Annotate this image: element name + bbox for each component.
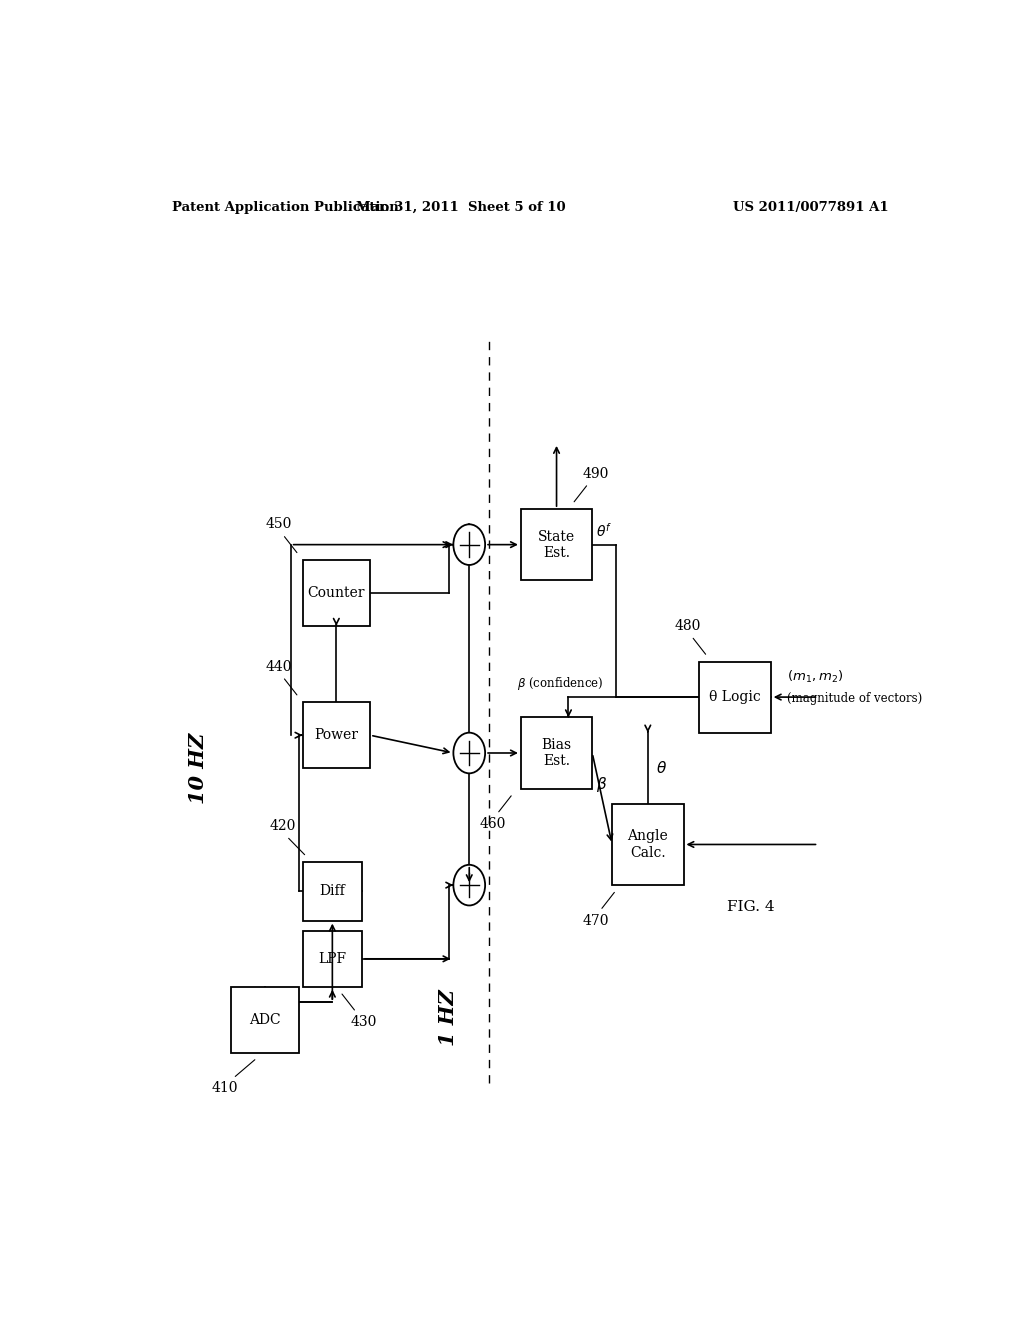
Bar xyxy=(612,804,684,886)
Text: 490: 490 xyxy=(583,466,609,480)
Bar xyxy=(303,560,370,626)
Text: Bias
Est.: Bias Est. xyxy=(542,738,571,768)
Text: 470: 470 xyxy=(583,913,609,928)
Bar xyxy=(699,661,771,733)
Circle shape xyxy=(454,865,485,906)
Bar xyxy=(521,510,592,581)
Text: θ Logic: θ Logic xyxy=(710,690,761,704)
Text: 10 HZ: 10 HZ xyxy=(187,733,208,804)
Text: LPF: LPF xyxy=(318,952,346,966)
Circle shape xyxy=(454,524,485,565)
Bar xyxy=(303,931,362,987)
Text: Patent Application Publication: Patent Application Publication xyxy=(172,201,398,214)
Bar xyxy=(303,862,362,921)
Text: $\theta^f$: $\theta^f$ xyxy=(596,521,612,540)
Text: Diff: Diff xyxy=(319,884,345,898)
Text: $\beta$ (confidence): $\beta$ (confidence) xyxy=(517,675,603,692)
Text: 480: 480 xyxy=(674,619,700,634)
Text: Angle
Calc.: Angle Calc. xyxy=(628,829,669,859)
Text: $\beta$: $\beta$ xyxy=(596,775,607,793)
Text: 440: 440 xyxy=(265,660,292,673)
Text: 1 HZ: 1 HZ xyxy=(437,989,458,1045)
Text: ADC: ADC xyxy=(249,1012,281,1027)
Text: FIG. 4: FIG. 4 xyxy=(727,900,775,915)
Text: (magnitude of vectors): (magnitude of vectors) xyxy=(786,692,922,705)
Bar xyxy=(303,702,370,768)
Text: State
Est.: State Est. xyxy=(538,529,575,560)
Text: $\theta$: $\theta$ xyxy=(655,760,667,776)
Text: 420: 420 xyxy=(269,820,296,833)
Text: 410: 410 xyxy=(212,1081,239,1096)
Bar xyxy=(231,987,299,1053)
Text: 450: 450 xyxy=(265,517,292,532)
Text: Mar. 31, 2011  Sheet 5 of 10: Mar. 31, 2011 Sheet 5 of 10 xyxy=(356,201,566,214)
Text: 430: 430 xyxy=(351,1015,377,1030)
Text: Counter: Counter xyxy=(307,586,366,599)
Circle shape xyxy=(454,733,485,774)
Text: 460: 460 xyxy=(480,817,506,832)
Text: Power: Power xyxy=(314,729,358,742)
Bar xyxy=(521,718,592,788)
Text: $(m_1, m_2)$: $(m_1, m_2)$ xyxy=(786,669,843,685)
Text: US 2011/0077891 A1: US 2011/0077891 A1 xyxy=(733,201,888,214)
